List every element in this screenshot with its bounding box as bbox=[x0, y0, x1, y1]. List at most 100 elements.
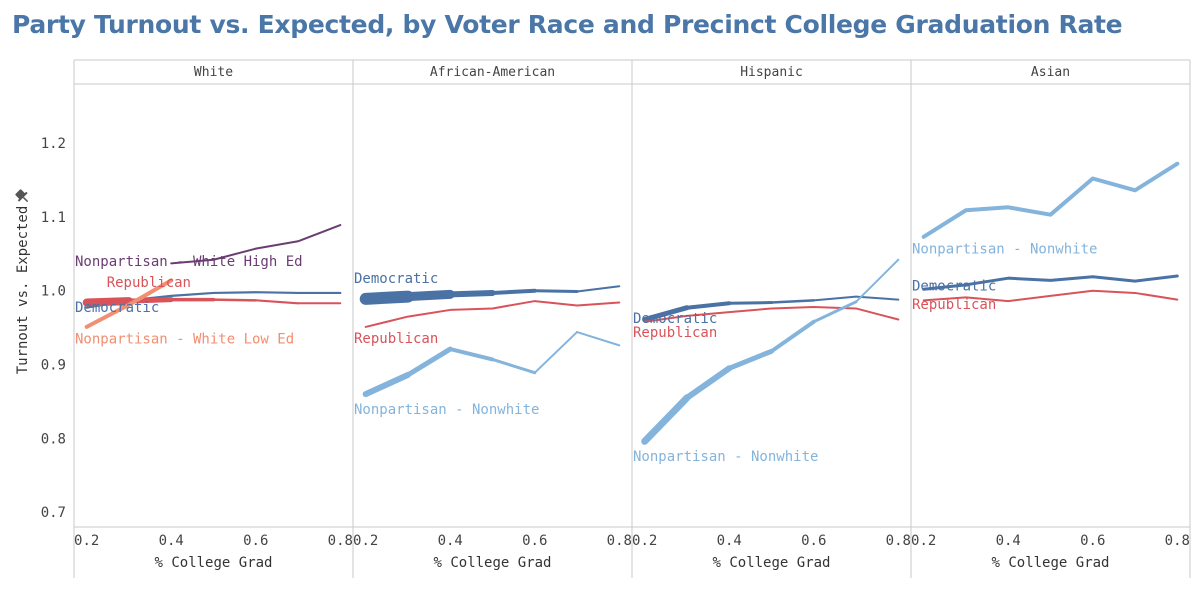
x-tick-label: 0.4 bbox=[159, 533, 184, 549]
x-tick-label: 0.8 bbox=[607, 533, 632, 549]
series-segment bbox=[359, 290, 414, 305]
series-label: Nonpartisan - White High Ed bbox=[75, 254, 303, 270]
series-segment bbox=[491, 357, 537, 375]
series-label: Republican bbox=[354, 331, 438, 347]
series-line bbox=[643, 305, 900, 323]
series-republican bbox=[82, 297, 342, 307]
series-line bbox=[922, 274, 1179, 291]
x-tick-label: 0.6 bbox=[522, 533, 547, 549]
x-axis-label: % College Grad bbox=[712, 555, 830, 571]
series-segment bbox=[812, 300, 858, 324]
y-tick-label: 1.2 bbox=[41, 136, 66, 152]
x-axis-label: % College Grad bbox=[154, 555, 272, 571]
series-line bbox=[921, 161, 1180, 239]
chart-title: Party Turnout vs. Expected, by Voter Rac… bbox=[12, 10, 1123, 39]
series-segment bbox=[405, 346, 453, 378]
series-label: Nonpartisan - Nonwhite bbox=[912, 242, 1097, 258]
series-line bbox=[84, 278, 174, 329]
x-tick-label: 0.4 bbox=[996, 533, 1021, 549]
chart-panels: White 0.2 0.4 0.6 0.8 % College Grad Nonpartis… bbox=[74, 65, 1190, 571]
series-label: Democratic bbox=[912, 279, 996, 295]
series-republican bbox=[922, 289, 1179, 303]
x-tick-label: 0.8 bbox=[1165, 533, 1190, 549]
y-tick-label: 0.9 bbox=[41, 358, 66, 374]
chart-frame bbox=[73, 59, 1191, 578]
series-line bbox=[922, 289, 1179, 303]
series-line bbox=[364, 300, 621, 328]
series-segment bbox=[641, 394, 691, 445]
series-segment bbox=[769, 319, 816, 354]
series-segment bbox=[576, 285, 621, 293]
series-segment bbox=[362, 371, 411, 398]
y-axis: Turnout vs. Expected 0.7 0.8 0.9 1.0 1.1 1.2 bbox=[15, 136, 66, 521]
series-segment bbox=[533, 289, 579, 293]
series-republican bbox=[364, 300, 621, 328]
x-tick-label: 0.8 bbox=[886, 533, 911, 549]
series-segment bbox=[403, 289, 455, 302]
series-label: Nonpartisan - Nonwhite bbox=[633, 449, 818, 465]
y-tick-label: 1.0 bbox=[41, 284, 66, 300]
series-segment bbox=[82, 297, 133, 307]
x-tick-label: 0.6 bbox=[801, 533, 826, 549]
panel-header: African-American bbox=[430, 65, 555, 80]
x-tick-label: 0.6 bbox=[243, 533, 268, 549]
x-tick-label: 0.2 bbox=[911, 533, 936, 549]
series-nonpartisan-white-low-ed bbox=[84, 278, 174, 329]
y-tick-label: 1.1 bbox=[41, 210, 66, 226]
panel-header: White bbox=[194, 65, 233, 80]
series-label: Nonpartisan - Nonwhite bbox=[354, 402, 539, 418]
series-nonpartisan-nonwhite bbox=[641, 258, 900, 445]
series-segment bbox=[576, 331, 621, 347]
panel-hispanic: Hispanic 0.2 0.4 0.6 0.8 % College Grad Democr… bbox=[632, 65, 911, 571]
series-segment bbox=[727, 301, 773, 305]
series-republican bbox=[643, 305, 900, 323]
series-democratic bbox=[922, 274, 1179, 291]
panel-asian: Asian 0.2 0.4 0.6 0.8 % College Grad Nonpartis… bbox=[911, 65, 1190, 571]
x-tick-label: 0.4 bbox=[717, 533, 742, 549]
series-segment bbox=[642, 305, 690, 323]
pin-icon bbox=[15, 189, 29, 203]
panel-header: Asian bbox=[1031, 65, 1070, 80]
series-nonpartisan-nonwhite bbox=[362, 331, 621, 398]
series-segment bbox=[448, 347, 495, 362]
x-tick-label: 0.6 bbox=[1080, 533, 1105, 549]
y-axis-label: Turnout vs. Expected bbox=[15, 206, 31, 375]
series-label: Democratic bbox=[75, 300, 159, 316]
series-segment bbox=[490, 288, 537, 295]
panel-header: Hispanic bbox=[740, 65, 803, 80]
series-label: Nonpartisan - White Low Ed bbox=[75, 332, 294, 348]
x-tick-label: 0.4 bbox=[438, 533, 463, 549]
x-tick-label: 0.2 bbox=[632, 533, 657, 549]
series-label: Republican bbox=[633, 325, 717, 341]
series-line bbox=[170, 224, 342, 265]
panel-african-american: African-American 0.2 0.4 0.6 0.8 % College Gr… bbox=[353, 65, 632, 571]
series-nonpartisan-white-high-ed bbox=[170, 224, 342, 265]
y-tick-label: 0.8 bbox=[41, 431, 66, 447]
x-tick-label: 0.2 bbox=[74, 533, 99, 549]
series-nonpartisan-nonwhite bbox=[921, 161, 1180, 239]
series-segment bbox=[855, 258, 900, 303]
x-axis-label: % College Grad bbox=[991, 555, 1109, 571]
panel-white: White 0.2 0.4 0.6 0.8 % College Grad Nonpartis… bbox=[74, 65, 353, 571]
series-label: Republican bbox=[912, 297, 996, 313]
series-democratic bbox=[642, 295, 900, 323]
series-segment bbox=[684, 301, 732, 310]
y-tick-label: 0.7 bbox=[41, 505, 66, 521]
series-segment bbox=[254, 299, 300, 305]
series-segment bbox=[533, 331, 579, 374]
series-segment bbox=[212, 298, 258, 302]
x-tick-label: 0.8 bbox=[328, 533, 353, 549]
series-label: Democratic bbox=[633, 311, 717, 327]
series-label: Republican bbox=[107, 275, 191, 291]
series-segment bbox=[812, 295, 858, 302]
x-axis-label: % College Grad bbox=[433, 555, 551, 571]
series-segment bbox=[726, 348, 774, 371]
x-tick-label: 0.2 bbox=[353, 533, 378, 549]
series-segment bbox=[855, 295, 900, 301]
series-democratic bbox=[359, 285, 621, 305]
series-segment bbox=[770, 299, 816, 304]
series-label: Democratic bbox=[354, 271, 438, 287]
series-segment bbox=[683, 365, 733, 401]
series-segment bbox=[447, 289, 496, 298]
